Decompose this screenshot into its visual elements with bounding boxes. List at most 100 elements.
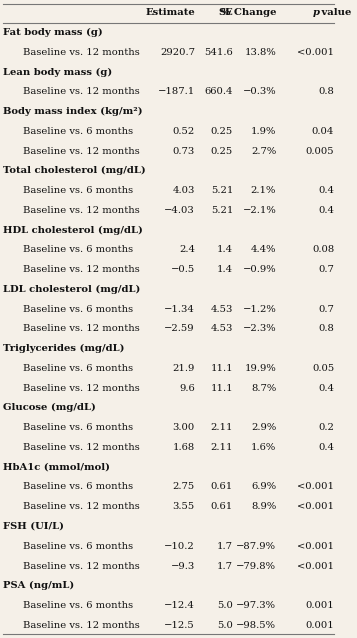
Text: value: value bbox=[318, 8, 352, 17]
Text: Baseline vs. 12 months: Baseline vs. 12 months bbox=[22, 443, 140, 452]
Text: p: p bbox=[313, 8, 320, 17]
Text: Baseline vs. 12 months: Baseline vs. 12 months bbox=[22, 561, 140, 570]
Text: Baseline vs. 12 months: Baseline vs. 12 months bbox=[22, 87, 140, 96]
Text: 0.61: 0.61 bbox=[211, 502, 233, 511]
Text: Glucose (mg/dL): Glucose (mg/dL) bbox=[3, 403, 96, 413]
Text: HbA1c (mmol/mol): HbA1c (mmol/mol) bbox=[3, 463, 110, 471]
Text: 0.2: 0.2 bbox=[318, 423, 334, 432]
Text: 0.4: 0.4 bbox=[318, 383, 334, 392]
Text: Baseline vs. 6 months: Baseline vs. 6 months bbox=[22, 601, 133, 610]
Text: SE: SE bbox=[218, 8, 233, 17]
Text: Baseline vs. 12 months: Baseline vs. 12 months bbox=[22, 265, 140, 274]
Text: −1.34: −1.34 bbox=[164, 304, 195, 314]
Text: 0.25: 0.25 bbox=[211, 127, 233, 136]
Text: FSH (UI/L): FSH (UI/L) bbox=[3, 522, 64, 531]
Text: 9.6: 9.6 bbox=[179, 383, 195, 392]
Text: −0.3%: −0.3% bbox=[242, 87, 276, 96]
Text: Total cholesterol (mg/dL): Total cholesterol (mg/dL) bbox=[3, 167, 146, 175]
Text: Baseline vs. 6 months: Baseline vs. 6 months bbox=[22, 482, 133, 491]
Text: 0.001: 0.001 bbox=[305, 621, 334, 630]
Text: −2.1%: −2.1% bbox=[242, 206, 276, 215]
Text: 0.8: 0.8 bbox=[318, 324, 334, 334]
Text: Triglycerides (mg/dL): Triglycerides (mg/dL) bbox=[3, 344, 124, 353]
Text: 2.1%: 2.1% bbox=[251, 186, 276, 195]
Text: <0.001: <0.001 bbox=[297, 502, 334, 511]
Text: 0.005: 0.005 bbox=[306, 147, 334, 156]
Text: 2.4: 2.4 bbox=[179, 246, 195, 255]
Text: 5.21: 5.21 bbox=[211, 206, 233, 215]
Text: 1.4: 1.4 bbox=[217, 246, 233, 255]
Text: <0.001: <0.001 bbox=[297, 561, 334, 570]
Text: 1.68: 1.68 bbox=[173, 443, 195, 452]
Text: Baseline vs. 6 months: Baseline vs. 6 months bbox=[22, 127, 133, 136]
Text: Baseline vs. 6 months: Baseline vs. 6 months bbox=[22, 186, 133, 195]
Text: −97.3%: −97.3% bbox=[236, 601, 276, 610]
Text: Baseline vs. 6 months: Baseline vs. 6 months bbox=[22, 542, 133, 551]
Text: 11.1: 11.1 bbox=[210, 383, 233, 392]
Text: Baseline vs. 12 months: Baseline vs. 12 months bbox=[22, 206, 140, 215]
Text: −187.1: −187.1 bbox=[158, 87, 195, 96]
Text: 1.9%: 1.9% bbox=[251, 127, 276, 136]
Text: % Change: % Change bbox=[221, 8, 276, 17]
Text: Baseline vs. 12 months: Baseline vs. 12 months bbox=[22, 502, 140, 511]
Text: 0.73: 0.73 bbox=[173, 147, 195, 156]
Text: Baseline vs. 12 months: Baseline vs. 12 months bbox=[22, 383, 140, 392]
Text: <0.001: <0.001 bbox=[297, 48, 334, 57]
Text: 0.08: 0.08 bbox=[312, 246, 334, 255]
Text: 2920.7: 2920.7 bbox=[160, 48, 195, 57]
Text: <0.001: <0.001 bbox=[297, 482, 334, 491]
Text: −0.5: −0.5 bbox=[171, 265, 195, 274]
Text: Fat body mass (g): Fat body mass (g) bbox=[3, 28, 102, 37]
Text: <0.001: <0.001 bbox=[297, 542, 334, 551]
Text: 0.05: 0.05 bbox=[312, 364, 334, 373]
Text: 0.4: 0.4 bbox=[318, 443, 334, 452]
Text: Body mass index (kg/m²): Body mass index (kg/m²) bbox=[3, 107, 142, 116]
Text: −1.2%: −1.2% bbox=[242, 304, 276, 314]
Text: 2.7%: 2.7% bbox=[251, 147, 276, 156]
Text: 1.7: 1.7 bbox=[217, 542, 233, 551]
Text: 8.9%: 8.9% bbox=[251, 502, 276, 511]
Text: 0.001: 0.001 bbox=[305, 601, 334, 610]
Text: HDL cholesterol (mg/dL): HDL cholesterol (mg/dL) bbox=[3, 225, 143, 235]
Text: Baseline vs. 6 months: Baseline vs. 6 months bbox=[22, 364, 133, 373]
Text: LDL cholesterol (mg/dL): LDL cholesterol (mg/dL) bbox=[3, 285, 140, 294]
Text: −9.3: −9.3 bbox=[171, 561, 195, 570]
Text: 1.6%: 1.6% bbox=[251, 443, 276, 452]
Text: Baseline vs. 12 months: Baseline vs. 12 months bbox=[22, 621, 140, 630]
Text: Estimate: Estimate bbox=[145, 8, 195, 17]
Text: 2.9%: 2.9% bbox=[251, 423, 276, 432]
Text: Lean body mass (g): Lean body mass (g) bbox=[3, 68, 112, 77]
Text: 4.53: 4.53 bbox=[211, 324, 233, 334]
Text: 1.7: 1.7 bbox=[217, 561, 233, 570]
Text: 21.9: 21.9 bbox=[172, 364, 195, 373]
Text: 3.00: 3.00 bbox=[173, 423, 195, 432]
Text: −79.8%: −79.8% bbox=[236, 561, 276, 570]
Text: 0.7: 0.7 bbox=[318, 304, 334, 314]
Text: 0.7: 0.7 bbox=[318, 265, 334, 274]
Text: 4.53: 4.53 bbox=[211, 304, 233, 314]
Text: Baseline vs. 6 months: Baseline vs. 6 months bbox=[22, 246, 133, 255]
Text: Baseline vs. 12 months: Baseline vs. 12 months bbox=[22, 147, 140, 156]
Text: −10.2: −10.2 bbox=[164, 542, 195, 551]
Text: 0.61: 0.61 bbox=[211, 482, 233, 491]
Text: 4.03: 4.03 bbox=[172, 186, 195, 195]
Text: 0.04: 0.04 bbox=[312, 127, 334, 136]
Text: 0.8: 0.8 bbox=[318, 87, 334, 96]
Text: 5.0: 5.0 bbox=[217, 601, 233, 610]
Text: 8.7%: 8.7% bbox=[251, 383, 276, 392]
Text: PSA (ng/mL): PSA (ng/mL) bbox=[3, 581, 74, 590]
Text: 660.4: 660.4 bbox=[205, 87, 233, 96]
Text: 19.9%: 19.9% bbox=[245, 364, 276, 373]
Text: 11.1: 11.1 bbox=[210, 364, 233, 373]
Text: −12.4: −12.4 bbox=[164, 601, 195, 610]
Text: 4.4%: 4.4% bbox=[251, 246, 276, 255]
Text: 0.25: 0.25 bbox=[211, 147, 233, 156]
Text: Baseline vs. 6 months: Baseline vs. 6 months bbox=[22, 423, 133, 432]
Text: 2.11: 2.11 bbox=[211, 423, 233, 432]
Text: 0.4: 0.4 bbox=[318, 206, 334, 215]
Text: Baseline vs. 12 months: Baseline vs. 12 months bbox=[22, 324, 140, 334]
Text: −98.5%: −98.5% bbox=[236, 621, 276, 630]
Text: −12.5: −12.5 bbox=[164, 621, 195, 630]
Text: 541.6: 541.6 bbox=[204, 48, 233, 57]
Text: −2.3%: −2.3% bbox=[242, 324, 276, 334]
